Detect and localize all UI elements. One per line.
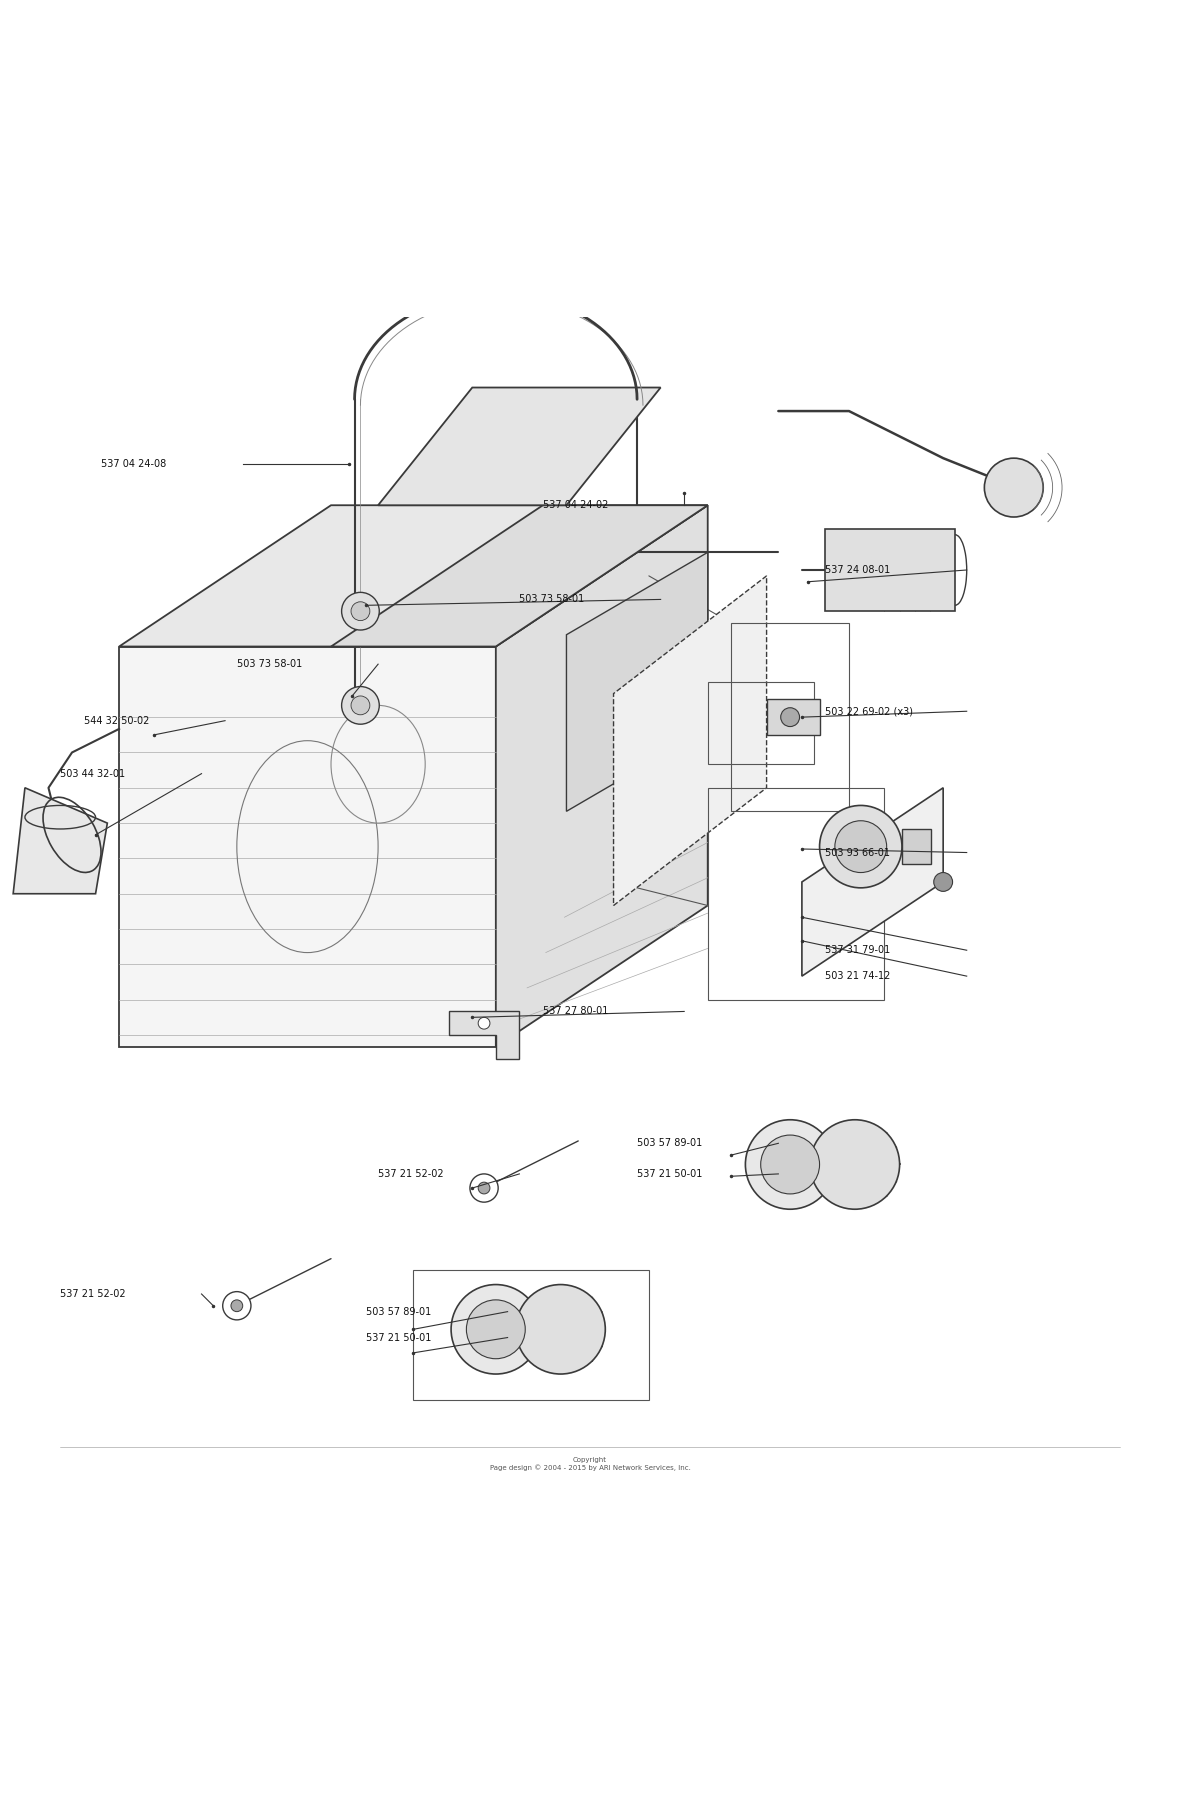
Polygon shape xyxy=(496,505,708,1047)
Polygon shape xyxy=(767,699,820,735)
Polygon shape xyxy=(332,505,708,647)
Text: 537 04 24-08: 537 04 24-08 xyxy=(101,458,166,469)
Text: 503 21 74-12: 503 21 74-12 xyxy=(826,971,891,982)
Circle shape xyxy=(350,695,369,715)
Text: 537 31 79-01: 537 31 79-01 xyxy=(826,945,891,954)
Text: 503 44 32-01: 503 44 32-01 xyxy=(60,768,125,779)
Bar xyxy=(708,788,884,1000)
Circle shape xyxy=(341,592,379,630)
Text: 537 27 80-01: 537 27 80-01 xyxy=(543,1007,608,1016)
Text: 537 21 52-02: 537 21 52-02 xyxy=(378,1168,444,1179)
Polygon shape xyxy=(378,388,661,505)
Circle shape xyxy=(746,1119,835,1210)
Circle shape xyxy=(341,686,379,724)
Circle shape xyxy=(478,1183,490,1193)
Circle shape xyxy=(350,601,369,621)
Circle shape xyxy=(835,820,886,873)
Text: Copyright
Page design © 2004 - 2015 by ARI Network Services, Inc.: Copyright Page design © 2004 - 2015 by A… xyxy=(490,1456,690,1471)
Circle shape xyxy=(516,1284,605,1375)
Bar xyxy=(413,1271,649,1400)
Circle shape xyxy=(223,1291,251,1320)
Circle shape xyxy=(811,1119,899,1210)
Text: 537 21 50-01: 537 21 50-01 xyxy=(637,1168,702,1179)
Polygon shape xyxy=(13,788,107,893)
Circle shape xyxy=(761,1135,820,1193)
Text: 537 04 24-02: 537 04 24-02 xyxy=(543,500,608,511)
Polygon shape xyxy=(902,829,931,864)
Circle shape xyxy=(231,1300,243,1311)
Circle shape xyxy=(984,458,1043,516)
Text: 537 24 08-01: 537 24 08-01 xyxy=(826,565,891,574)
Circle shape xyxy=(933,873,952,891)
Circle shape xyxy=(820,806,902,887)
Bar xyxy=(732,623,848,811)
Circle shape xyxy=(781,708,800,726)
Polygon shape xyxy=(566,552,708,811)
Circle shape xyxy=(470,1174,498,1203)
Polygon shape xyxy=(119,505,708,647)
Circle shape xyxy=(466,1300,525,1358)
Text: 503 57 89-01: 503 57 89-01 xyxy=(637,1139,702,1148)
Text: ARI PartStream™: ARI PartStream™ xyxy=(394,896,550,915)
Polygon shape xyxy=(826,529,955,610)
Polygon shape xyxy=(448,1012,519,1059)
Polygon shape xyxy=(614,576,767,906)
Text: 503 73 58-01: 503 73 58-01 xyxy=(237,659,302,670)
Text: 503 22 69-02 (x3): 503 22 69-02 (x3) xyxy=(826,706,913,717)
Text: 537 21 50-01: 537 21 50-01 xyxy=(366,1333,432,1342)
Polygon shape xyxy=(119,647,496,1047)
Text: 503 93 66-01: 503 93 66-01 xyxy=(826,848,891,858)
Bar xyxy=(708,681,814,764)
Text: 544 32 50-02: 544 32 50-02 xyxy=(84,715,149,726)
Circle shape xyxy=(451,1284,540,1375)
Text: 537 21 52-02: 537 21 52-02 xyxy=(60,1289,126,1298)
Circle shape xyxy=(478,1018,490,1029)
Polygon shape xyxy=(802,788,943,976)
Text: 503 57 89-01: 503 57 89-01 xyxy=(366,1308,432,1317)
Text: 503 73 58-01: 503 73 58-01 xyxy=(519,594,584,605)
